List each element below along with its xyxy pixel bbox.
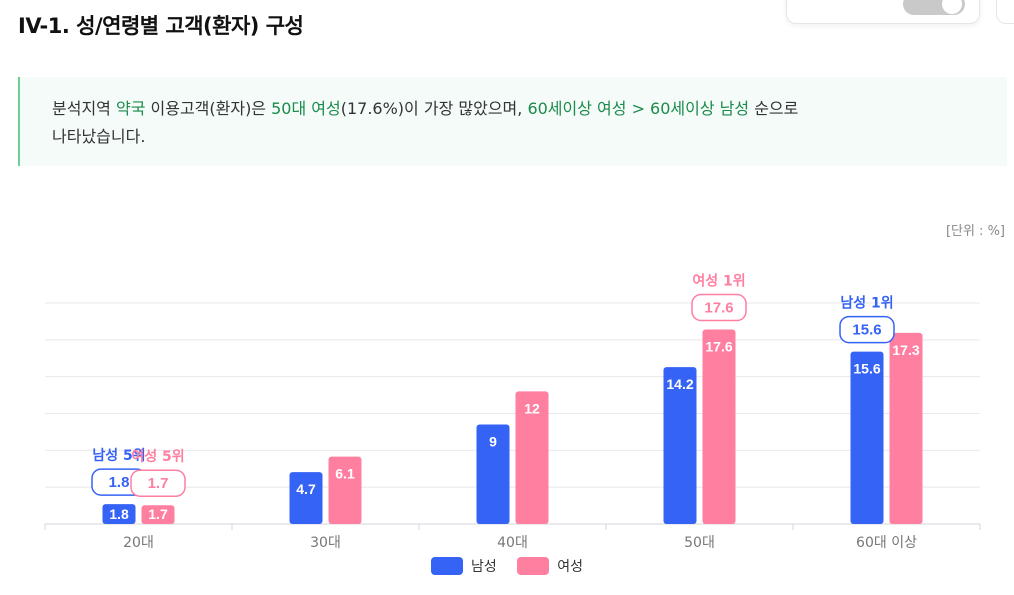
summary-text: (17.6%)이 가장 많았으며, bbox=[340, 99, 528, 118]
chart-legend: 남성 여성 bbox=[0, 556, 1014, 579]
side-card[interactable] bbox=[996, 0, 1014, 24]
rank-value-badge bbox=[130, 469, 186, 497]
summary-highlight: 약국 bbox=[115, 99, 146, 118]
bar-value-label: 17.6 bbox=[705, 339, 732, 355]
rank-label: 여성 5위 bbox=[131, 448, 184, 465]
bar-male bbox=[850, 351, 884, 524]
summary-text: 순으로 bbox=[749, 99, 799, 118]
bar-female bbox=[328, 456, 362, 524]
bar-value-label: 15.6 bbox=[853, 361, 880, 377]
legend-item-male[interactable]: 남성 bbox=[431, 556, 497, 576]
x-tick-label: 40대 bbox=[497, 535, 528, 551]
legend-label: 여성 bbox=[557, 559, 583, 575]
bar-male bbox=[663, 367, 697, 524]
summary-box: 분석지역 약국 이용고객(환자)은 50대 여성(17.6%)이 가장 많았으며… bbox=[18, 77, 1007, 166]
unit-label: [단위 : %] bbox=[945, 224, 1005, 239]
rank-value-text: 17.6 bbox=[704, 300, 733, 317]
rank-value-text: 1.7 bbox=[148, 475, 169, 492]
toggle-knob bbox=[942, 0, 962, 14]
legend-label: 남성 bbox=[471, 559, 497, 575]
bar-female bbox=[702, 329, 736, 524]
bar-female bbox=[889, 332, 923, 524]
rank-label: 남성 5위 bbox=[92, 447, 145, 464]
x-tick-label: 60대 이상 bbox=[856, 535, 917, 551]
bar-male bbox=[102, 504, 136, 524]
summary-text: 분석지역 bbox=[52, 99, 116, 118]
summary-text: 나타났습니다. bbox=[52, 127, 146, 146]
bar-value-label: 4.7 bbox=[296, 481, 316, 497]
bar-male bbox=[476, 424, 510, 524]
summary-highlight: 60세이상 여성 > 60세이상 남성 bbox=[527, 99, 750, 118]
rank-label: 여성 1위 bbox=[692, 273, 745, 290]
summary-text: 이용고객(환자)은 bbox=[145, 99, 272, 118]
page-title: IV-1. 성/연령별 고객(환자) 구성 bbox=[18, 14, 304, 38]
rank-value-badge bbox=[691, 293, 747, 322]
bar-female bbox=[141, 505, 175, 524]
bar-value-label: 14.2 bbox=[666, 376, 693, 392]
bar-value-label: 17.3 bbox=[892, 342, 919, 358]
bar-value-label: 1.7 bbox=[148, 506, 168, 522]
rank-value-text: 15.6 bbox=[852, 322, 881, 339]
summary-highlight: 50대 여성 bbox=[271, 99, 341, 118]
bar-value-label: 12 bbox=[524, 400, 540, 416]
bar-male bbox=[289, 472, 323, 524]
rank-label: 남성 1위 bbox=[840, 295, 893, 312]
rank-value-text: 1.8 bbox=[109, 474, 130, 491]
bar-value-label: 6.1 bbox=[335, 466, 355, 482]
rank-value-badge bbox=[839, 315, 895, 344]
x-tick-label: 20대 bbox=[123, 535, 154, 551]
x-tick-label: 50대 bbox=[684, 535, 715, 551]
toggle-switch[interactable] bbox=[903, 0, 965, 15]
legend-item-female[interactable]: 여성 bbox=[517, 556, 583, 576]
toggle-card[interactable] bbox=[786, 0, 980, 24]
legend-swatch-male bbox=[431, 557, 463, 575]
legend-swatch-female bbox=[517, 557, 550, 575]
x-tick-label: 30대 bbox=[310, 535, 341, 551]
bar-value-label: 9 bbox=[489, 434, 497, 450]
bar-female bbox=[515, 391, 549, 524]
bar-value-label: 1.8 bbox=[109, 506, 129, 522]
